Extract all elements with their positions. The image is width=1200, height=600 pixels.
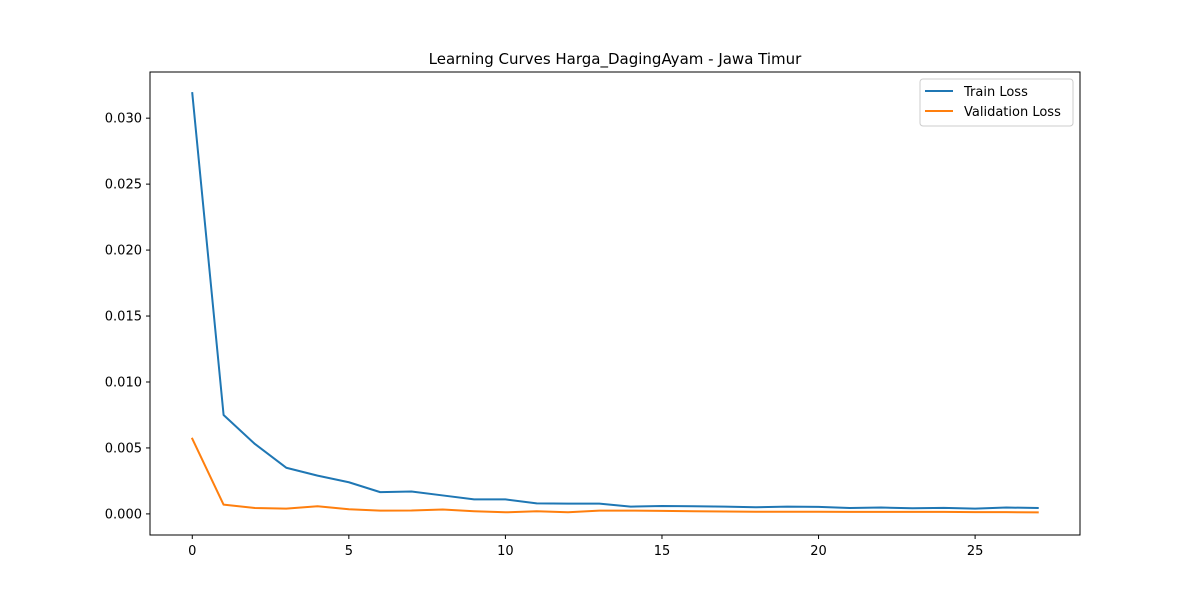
series-line-validation-loss [190,437,1039,514]
legend-label-validation-loss: Validation Loss [964,105,1061,120]
series-line-train-loss [191,92,1039,510]
y-tick-label: 0.005 [105,441,142,456]
x-tick-label: 0 [188,544,196,559]
x-tick-label: 20 [810,544,827,559]
x-tick-label: 5 [345,544,353,559]
chart-title: Learning Curves Harga_DagingAyam - Jawa … [429,50,802,69]
y-tick-label: 0.000 [105,507,142,522]
x-axis: 0 5 10 15 20 25 [188,535,983,559]
axes-frame [149,71,1081,536]
y-tick-label: 0.015 [105,310,142,325]
y-tick-label: 0.010 [105,375,142,390]
plot-area [190,92,1039,514]
y-tick-label: 0.020 [105,244,142,259]
legend-box [919,78,1074,127]
legend: Train Loss Validation Loss [919,78,1074,127]
x-tick-label: 10 [497,544,514,559]
x-tick-label: 15 [654,544,671,559]
legend-label-train-loss: Train Loss [963,85,1028,100]
y-axis: 0.000 0.005 0.010 0.015 0.020 0.025 0.030 [105,112,150,522]
x-tick-label: 25 [967,544,984,559]
y-tick-label: 0.030 [105,112,142,127]
y-tick-label: 0.025 [105,178,142,193]
